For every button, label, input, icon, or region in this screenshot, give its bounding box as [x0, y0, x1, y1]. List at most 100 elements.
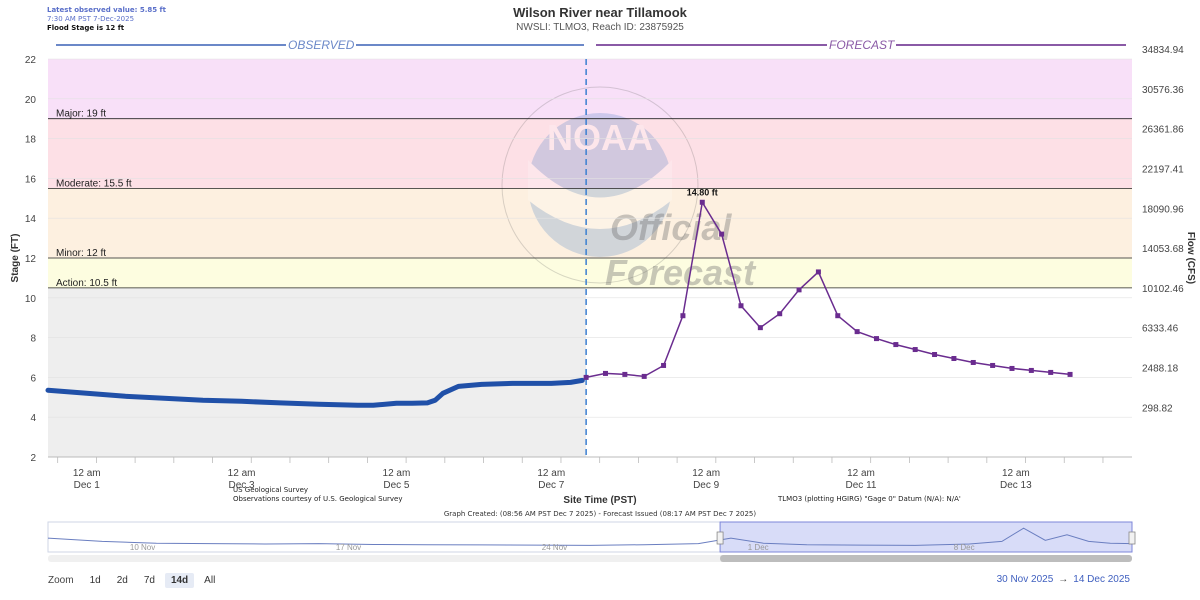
- navigator-date-label: 1 Dec: [748, 543, 769, 552]
- forecast-point[interactable]: [796, 287, 802, 293]
- navigator-series-line: [47, 527, 1133, 546]
- y2-tick-label: 14053.68: [1142, 244, 1184, 255]
- x-tick-label: 12 am: [383, 468, 411, 479]
- observed-series-line: [45, 377, 585, 408]
- forecast-point[interactable]: [815, 269, 821, 275]
- range-to-input[interactable]: 14 Dec 2025: [1073, 574, 1130, 585]
- threshold-label-moderate: Moderate: 15.5 ft: [56, 178, 132, 189]
- y-tick-label: 4: [30, 413, 36, 424]
- peak-data-label: 14.80 ft: [687, 187, 718, 197]
- y2-tick-label: 10102.46: [1142, 284, 1184, 295]
- x-tick-label: 12 am: [73, 468, 101, 479]
- threshold-label-action: Action: 10.5 ft: [56, 278, 117, 289]
- y2-tick-label: 34834.94: [1142, 45, 1184, 56]
- zoom-label: Zoom: [48, 575, 74, 586]
- watermark-official-text: Official: [610, 207, 732, 248]
- forecast-point[interactable]: [835, 313, 841, 319]
- x-tick-label: 12 am: [1002, 468, 1030, 479]
- y2-tick-label: 298.82: [1142, 403, 1173, 414]
- forecast-point[interactable]: [932, 352, 938, 358]
- forecast-point[interactable]: [970, 359, 976, 365]
- threshold-label-major: Major: 19 ft: [56, 109, 106, 120]
- forecast-series-line: [585, 200, 1071, 379]
- zoom-14d-button[interactable]: 14d: [164, 573, 195, 588]
- noaa-bird-shape: [528, 160, 672, 229]
- y-tick-label: 18: [25, 135, 37, 146]
- forecast-point[interactable]: [1048, 369, 1054, 375]
- zoom-2d-button[interactable]: 2d: [116, 575, 128, 586]
- x-tick-label: Dec 1: [74, 480, 101, 491]
- forecast-point[interactable]: [719, 231, 725, 237]
- noaa-disc: [528, 113, 672, 257]
- y-tick-label: 2: [30, 453, 36, 464]
- chart-title: Wilson River near Tillamook: [513, 5, 687, 20]
- latest-observation-info: Latest observed value: 5.85 ft 7:30 AM P…: [47, 6, 166, 33]
- y-tick-label: 16: [25, 174, 37, 185]
- forecast-point[interactable]: [602, 370, 608, 376]
- forecast-point[interactable]: [990, 362, 996, 368]
- forecast-point[interactable]: [951, 355, 957, 361]
- navigator-left-handle[interactable]: [716, 531, 724, 545]
- forecast-point[interactable]: [873, 336, 879, 342]
- x-axis-title: Site Time (PST): [563, 495, 637, 506]
- forecast-point[interactable]: [641, 373, 647, 379]
- flood-stage-text: Flood Stage is 12 ft: [47, 24, 125, 32]
- noaa-watermark-logo: NOAA: [501, 86, 699, 284]
- y2-tick-label: 2488.18: [1142, 363, 1179, 374]
- x-tick-label: Dec 3: [229, 480, 256, 491]
- x-tick-label: Dec 5: [383, 480, 410, 491]
- x-tick-label: 12 am: [692, 468, 720, 479]
- noaa-logo-text: NOAA: [547, 117, 653, 158]
- range-arrow-icon: →: [1058, 574, 1069, 585]
- forecast-point[interactable]: [1067, 371, 1073, 377]
- forecast-point[interactable]: [583, 374, 589, 380]
- x-tick-label: 12 am: [847, 468, 875, 479]
- forecast-point[interactable]: [661, 362, 667, 368]
- latest-value-text: Latest observed value: 5.85 ft: [47, 6, 166, 14]
- y-tick-label: 10: [25, 294, 37, 305]
- y2-tick-label: 30576.36: [1142, 85, 1184, 96]
- navigator-selection[interactable]: [719, 521, 1133, 553]
- y-axis-title: Stage (FT): [10, 234, 21, 283]
- forecast-point[interactable]: [912, 347, 918, 353]
- forecast-point[interactable]: [680, 313, 686, 319]
- forecast-point[interactable]: [777, 311, 783, 317]
- y2-tick-label: 6333.46: [1142, 324, 1179, 335]
- major-flood-band: [48, 59, 1132, 119]
- noaa-ring: [501, 86, 699, 284]
- zoom-1d-button[interactable]: 1d: [89, 575, 101, 586]
- observed-period-shade: [48, 287, 587, 457]
- forecast-point[interactable]: [622, 371, 628, 377]
- forecast-point[interactable]: [1028, 367, 1034, 373]
- navigator-date-label: 8 Dec: [954, 543, 975, 552]
- y-tick-label: 6: [30, 373, 36, 384]
- forecast-point[interactable]: [699, 199, 705, 205]
- y-tick-label: 22: [25, 55, 37, 66]
- x-tick-label: 12 am: [228, 468, 256, 479]
- x-tick-label: Dec 11: [846, 480, 877, 491]
- y2-tick-label: 26361.86: [1142, 125, 1184, 136]
- zoom-all-button[interactable]: All: [204, 575, 216, 586]
- forecast-point[interactable]: [854, 329, 860, 335]
- usgs-source-text: US Geological Survey: [233, 486, 309, 494]
- forecast-band-label: FORECAST: [827, 38, 897, 52]
- forecast-point[interactable]: [893, 342, 899, 348]
- navigator-date-label: 24 Nov: [542, 543, 567, 552]
- y2-axis-title: Flow (CFS): [1185, 232, 1196, 284]
- zoom-7d-button[interactable]: 7d: [143, 575, 155, 586]
- scrollbar-thumb[interactable]: [720, 555, 1132, 562]
- observed-band-label: OBSERVED: [286, 38, 357, 52]
- action-stage-band: [48, 258, 1132, 288]
- latest-time-text: 7:30 AM PST 7-Dec-2025: [47, 15, 135, 23]
- y-tick-label: 20: [25, 95, 37, 106]
- moderate-flood-band: [48, 118, 1132, 189]
- y-tick-label: 12: [25, 254, 37, 265]
- threshold-label-minor: Minor: 12 ft: [56, 248, 106, 259]
- forecast-point[interactable]: [757, 325, 763, 331]
- x-tick-label: Dec 9: [693, 480, 720, 491]
- forecast-point[interactable]: [738, 303, 744, 309]
- navigator-right-handle[interactable]: [1128, 531, 1136, 545]
- graph-created-text: Graph Created: (08:56 AM PST Dec 7 2025)…: [443, 510, 757, 518]
- forecast-point[interactable]: [1009, 365, 1015, 371]
- range-from-input[interactable]: 30 Nov 2025: [996, 574, 1054, 585]
